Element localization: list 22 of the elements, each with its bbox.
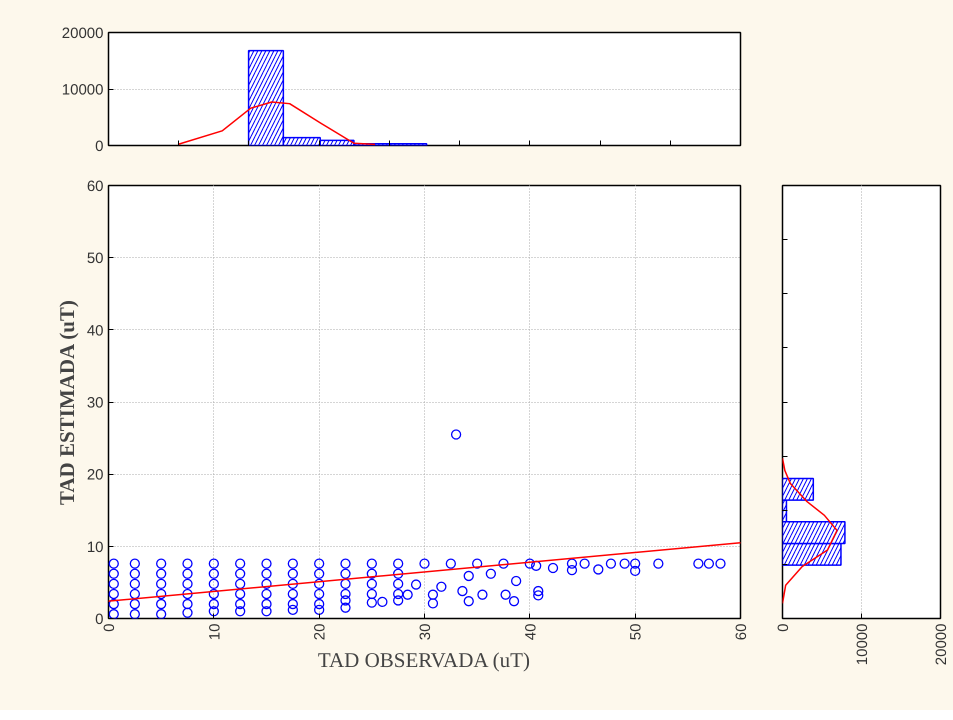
y-tick-label: 40 [86, 322, 104, 340]
y-tick-label: 50 [86, 250, 104, 268]
x-tick-label: 0 [775, 624, 792, 632]
line-series [177, 101, 376, 146]
x-tick-label: 0 [101, 624, 118, 632]
x-tick-label: 20 [312, 623, 329, 640]
x-tick-label: 10 [206, 623, 224, 640]
x-axis-title: TAD OBSERVADA (uT) [318, 648, 530, 672]
y-tick-label: 20 [86, 466, 104, 484]
x-tick-label: 40 [522, 623, 540, 640]
y-tick-label: 0 [95, 138, 104, 155]
x-tick-label: 60 [733, 623, 750, 640]
y-tick-label: 20000 [62, 25, 104, 42]
x-tick-label: 50 [628, 623, 645, 640]
y-tick-label: 60 [86, 178, 104, 195]
y-tick-label: 10 [86, 538, 104, 556]
x-tick-label: 20000 [933, 623, 950, 666]
x-tick-label: 30 [417, 623, 434, 640]
y-axis-title: TAD ESTIMADA (uT) [54, 300, 79, 506]
y-tick-label: 10000 [62, 82, 104, 98]
y-tick-label: 30 [86, 394, 104, 412]
x-tick-label: 10000 [854, 623, 871, 666]
